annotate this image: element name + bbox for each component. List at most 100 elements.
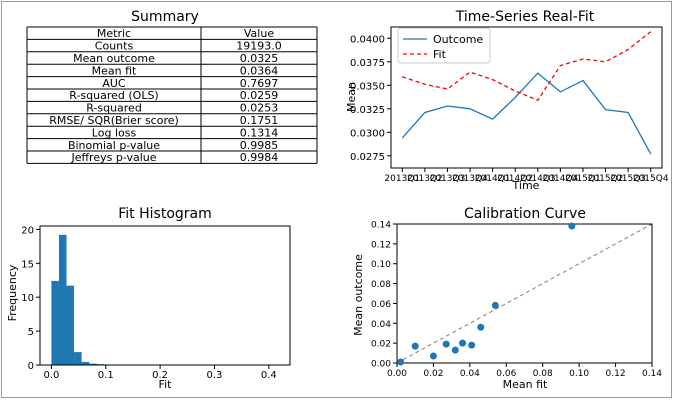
calibration-point	[491, 301, 499, 309]
calibration-ytick-label: 0.06	[371, 300, 391, 310]
legend-fit-label: Fit	[433, 48, 447, 61]
calibration-xtick-label: 0.02	[423, 369, 443, 379]
summary-cell-value: 0.0259	[240, 89, 279, 102]
histogram-chart: Fit Histogram Fit Frequency 0.0 0.1 0.2 0.3…	[6, 206, 291, 391]
calibration-point	[568, 222, 576, 230]
calibration-xtick-label: 0.12	[606, 369, 626, 379]
histogram-bar	[74, 352, 82, 365]
calibration-point	[442, 340, 450, 348]
calibration-ytick-label: 0.02	[371, 340, 391, 350]
calibration-chart: Calibration Curve Mean fit Mean outcome …	[352, 206, 662, 391]
timeseries-ytick-label: 0.0350	[350, 81, 385, 92]
timeseries-title: Time-Series Real-Fit	[455, 9, 595, 25]
calibration-ylabel: Mean outcome	[352, 254, 365, 336]
calibration-ytick-label: 0.14	[371, 221, 391, 231]
histogram-ytick-label: 5	[28, 327, 34, 338]
histogram-xtick-label: 0.4	[261, 370, 277, 381]
summary-cell-metric: Mean outcome	[73, 52, 155, 65]
summary-cell-value: 0.9985	[240, 139, 279, 152]
timeseries-chart: Time-Series Real-Fit Time Mean 0.0275 0.0…	[345, 9, 669, 192]
summary-header-metric: Metric	[97, 27, 131, 40]
summary-cell-metric: AUC	[102, 77, 126, 90]
summary-table: Summary Metric Value Counts 19193.0 Mean out…	[26, 9, 318, 164]
summary-cell-value: 19193.0	[236, 40, 282, 53]
calibration-xtick-label: 0.04	[460, 369, 480, 379]
calibration-point	[429, 352, 437, 360]
timeseries-xtick-label: 2014Q4	[543, 174, 579, 184]
timeseries-ylabel: Mean	[345, 82, 358, 112]
timeseries-xtick-label: 2014Q2	[497, 174, 533, 184]
calibration-diagonal	[396, 223, 653, 364]
calibration-point	[459, 339, 467, 347]
summary-cell-metric: Mean fit	[92, 64, 137, 77]
summary-cell-value: 0.0325	[240, 52, 279, 65]
calibration-ytick-label: 0.04	[371, 320, 391, 330]
timeseries-xtick-label: 2015Q1	[565, 174, 601, 184]
calibration-point	[451, 346, 459, 354]
histogram-bar	[51, 280, 59, 365]
summary-cell-metric: Counts	[95, 40, 134, 53]
timeseries-xtick-label: 2015Q2	[588, 174, 624, 184]
histogram-xtick-label: 0.0	[43, 370, 59, 381]
histogram-ytick-label: 15	[21, 259, 34, 270]
timeseries-xtick-label: 2015Q4	[633, 174, 669, 184]
calibration-ytick-label: 0.10	[371, 260, 391, 270]
timeseries-xtick-label: 2013Q4	[452, 174, 488, 184]
summary-cell-metric: RMSE/ SQR(Brier score)	[49, 114, 179, 127]
timeseries-ytick-label: 0.0375	[350, 58, 385, 69]
summary-cell-metric: R-squared (OLS)	[69, 89, 158, 102]
calibration-xtick-label: 0.08	[533, 369, 553, 379]
calibration-point	[411, 342, 419, 350]
histogram-axes	[39, 225, 291, 366]
timeseries-xtick-label: 2013Q3	[430, 174, 466, 184]
timeseries-legend: Outcome Fit	[397, 27, 491, 64]
histogram-xtick-label: 0.1	[98, 370, 114, 381]
summary-cell-value: 0.0364	[240, 64, 279, 77]
summary-cell-metric: Jeffreys p-value	[70, 151, 156, 164]
timeseries-xtick-label: 2013Q1	[384, 174, 420, 184]
calibration-xtick-label: 0.14	[642, 369, 662, 379]
histogram-bar	[66, 285, 75, 365]
summary-cell-metric: Log loss	[92, 126, 137, 139]
timeseries-xtick-label: 2013Q2	[407, 174, 443, 184]
summary-title: Summary	[131, 9, 199, 25]
histogram-ytick-label: 20	[21, 225, 34, 236]
calibration-point	[468, 341, 476, 349]
calibration-ytick-label: 0.12	[371, 240, 391, 250]
calibration-xtick-label: 0.06	[496, 369, 516, 379]
calibration-title: Calibration Curve	[464, 206, 586, 222]
histogram-bar	[89, 363, 97, 365]
summary-cell-value: 0.1314	[240, 126, 279, 139]
summary-cell-value: 0.9984	[240, 151, 279, 164]
histogram-xlabel: Fit	[159, 378, 173, 391]
calibration-xtick-label: 0.00	[387, 369, 407, 379]
fit-series-line	[402, 31, 652, 102]
legend-outcome-label: Outcome	[433, 33, 483, 46]
timeseries-ytick-label: 0.0400	[350, 34, 385, 45]
histogram-xtick-label: 0.3	[207, 370, 223, 381]
histogram-bar	[58, 234, 67, 365]
summary-cell-metric: R-squared	[86, 102, 142, 115]
timeseries-xtick-label: 2015Q3	[610, 174, 646, 184]
histogram-ylabel: Frequency	[6, 264, 19, 321]
timeseries-xtick-label: 2014Q3	[520, 174, 556, 184]
histogram-xtick-label: 0.2	[152, 370, 168, 381]
summary-cell-value: 0.0253	[240, 102, 279, 115]
histogram-title: Fit Histogram	[118, 206, 212, 222]
timeseries-ytick-label: 0.0275	[350, 152, 385, 163]
timeseries-xlabel: Time	[512, 179, 540, 192]
histogram-ytick-label: 0	[28, 361, 34, 372]
summary-cell-value: 0.1751	[240, 114, 279, 127]
summary-cell-value: 0.7697	[240, 77, 279, 90]
calibration-axes	[396, 223, 653, 364]
outcome-series-line	[401, 72, 652, 155]
histogram-ytick-label: 10	[21, 293, 34, 304]
calibration-point	[397, 358, 405, 366]
timeseries-ytick-label: 0.0300	[350, 128, 385, 139]
calibration-point	[477, 323, 485, 331]
histogram-bar	[81, 361, 90, 365]
calibration-xtick-label: 0.10	[569, 369, 589, 379]
summary-cell-metric: Binomial p-value	[68, 139, 160, 152]
